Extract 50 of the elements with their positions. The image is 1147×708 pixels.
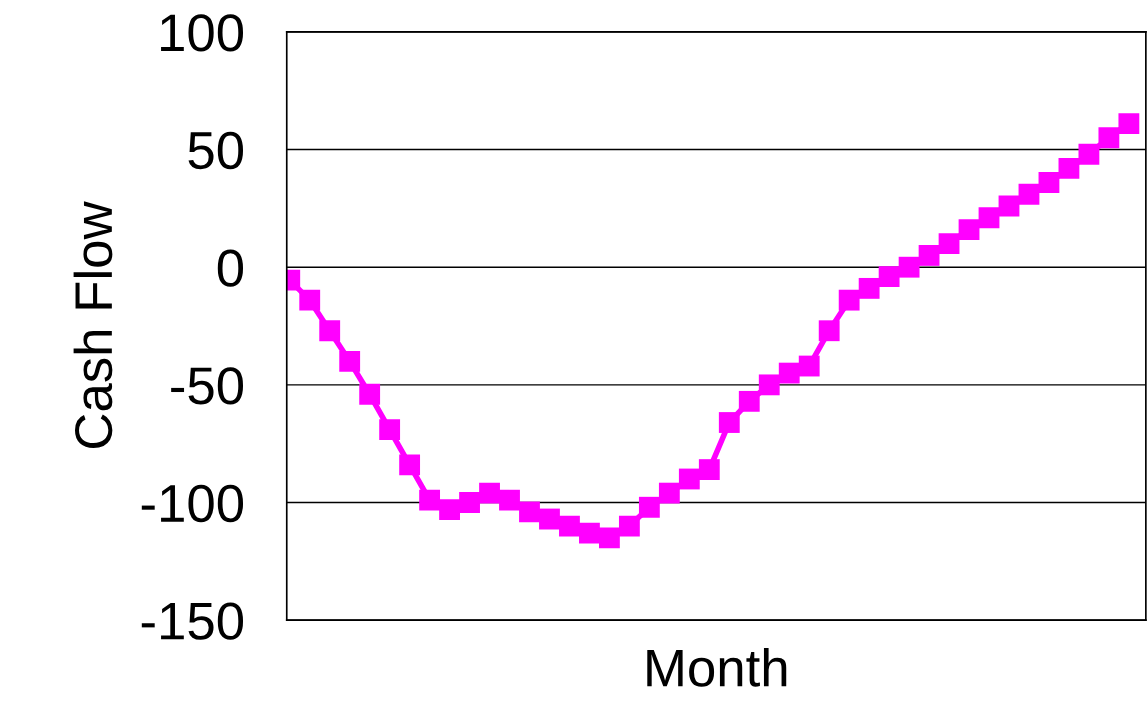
point: [459, 492, 480, 513]
point: [838, 289, 860, 311]
y-tick-label: -100: [141, 484, 244, 523]
point: [738, 390, 760, 412]
y-tick-label: -50: [171, 367, 244, 405]
point: [379, 419, 401, 440]
point: [758, 374, 780, 396]
point: [1038, 172, 1060, 193]
point: [818, 320, 840, 342]
point: [798, 355, 820, 377]
point: [499, 489, 520, 511]
y-tick-label: 100: [161, 14, 244, 52]
point: [599, 527, 620, 549]
point: [878, 266, 900, 288]
y-tick-label: -150: [141, 602, 244, 640]
point: [559, 515, 580, 537]
y-tick-label: 0: [217, 249, 244, 287]
point: [539, 508, 560, 530]
point: [1118, 113, 1140, 135]
y-axis-title: Cash Flow: [73, 201, 113, 448]
y-tick-label: 50: [188, 131, 244, 170]
point: [658, 482, 680, 504]
point: [399, 454, 421, 476]
point: [918, 245, 940, 266]
point: [898, 256, 920, 278]
point: [618, 515, 640, 537]
point: [638, 496, 660, 518]
point: [938, 233, 960, 255]
point: [998, 195, 1020, 217]
x-axis-title: Month: [647, 647, 787, 687]
point: [439, 499, 460, 521]
point: [678, 468, 700, 490]
point: [299, 289, 321, 311]
point: [579, 522, 600, 544]
point: [1098, 127, 1120, 149]
point: [778, 362, 800, 384]
point: [479, 482, 500, 504]
point: [359, 383, 381, 405]
point: [319, 320, 341, 342]
point: [978, 207, 1000, 229]
point: [1078, 143, 1100, 165]
point: [698, 459, 720, 481]
point: [858, 277, 880, 299]
point: [958, 219, 980, 240]
point: [519, 501, 540, 523]
point: [339, 350, 361, 372]
point: [419, 489, 441, 511]
point: [1018, 183, 1040, 205]
point: [1058, 157, 1080, 179]
point: [718, 412, 740, 433]
